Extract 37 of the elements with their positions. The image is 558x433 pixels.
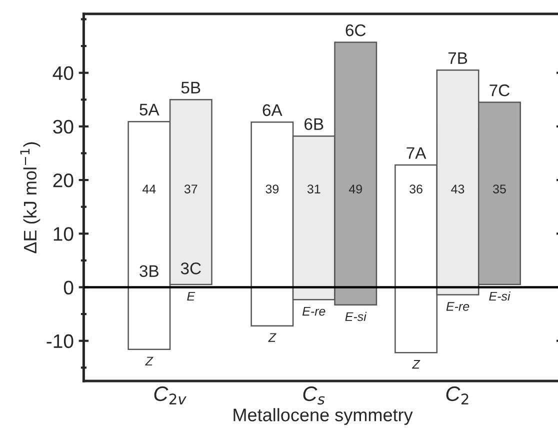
annotation: 7B [448,52,468,64]
y-tick-label: 30 [53,120,74,134]
y-tick-label: 40 [52,66,74,80]
annotation: Z [412,360,420,369]
annotation: E-si [489,292,511,301]
annotation: 3C [180,262,201,274]
annotation: 5B [181,82,200,94]
annotation: 37 [184,184,198,194]
annotation: 6C [346,24,366,36]
x-axis-title: Metallocene symmetry [234,408,413,425]
x-tick-label: C$_{s}$ [303,386,325,405]
annotation: E-si [345,312,367,322]
annotation: 49 [348,184,362,194]
annotation: 3B [140,265,158,277]
y-tick-label: -10 [46,334,74,348]
annotation: E-re [446,302,470,311]
annotation: E [187,292,196,301]
annotation: 39 [266,184,279,194]
annotation: 36 [410,184,422,194]
y-tick-label: 20 [53,173,74,188]
annotation: 31 [307,184,320,194]
annotation: 7C [490,84,510,96]
annotation: 44 [142,184,156,194]
annotation: Z [268,333,276,342]
annotation: 7A [406,147,426,159]
y-tick-label: 0 [64,280,74,294]
y-axis-title: ΔE (kJ mol$^{−1}$) [20,142,40,254]
annotation: 6B [304,118,324,130]
y-tick-label: 10 [54,227,74,241]
x-tick-label: C$_{2}$ [446,386,468,404]
annotation: 5A [140,104,160,116]
annotation: E-re [302,306,326,316]
annotation: 43 [451,184,464,194]
annotation: 6A [262,104,282,116]
x-tick-label: C$_{2v}$ [154,386,186,404]
annotation: 35 [493,184,506,194]
annotation: Z [145,356,154,366]
